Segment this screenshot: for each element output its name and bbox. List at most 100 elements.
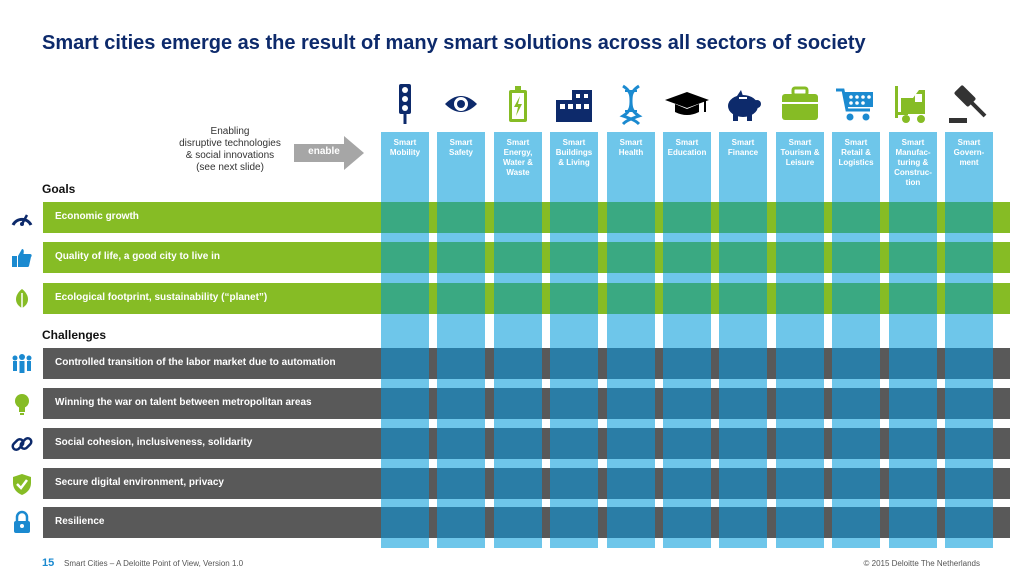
footer-copyright: © 2015 Deloitte The Netherlands — [863, 559, 980, 568]
challenge-sector-cell — [719, 348, 767, 379]
dna-icon — [619, 84, 643, 126]
challenge-sector-cell — [719, 507, 767, 538]
shopping-cart-icon — [836, 88, 873, 121]
challenge-sector-cell — [832, 388, 880, 419]
sector-label: Smart Finance — [727, 138, 759, 157]
goal-label: Economic growth — [55, 211, 139, 222]
goal-sector-cell — [381, 202, 429, 233]
challenge-sector-cell — [945, 468, 993, 499]
suitcase-icon — [782, 86, 818, 120]
challenge-sector-cell — [663, 388, 711, 419]
goals-heading: Goals — [42, 182, 76, 196]
challenge-sector-cell — [889, 428, 937, 459]
challenge-sector-cell — [663, 348, 711, 379]
traffic-light-icon — [399, 84, 411, 124]
challenge-sector-cell — [719, 468, 767, 499]
challenge-sector-cell — [945, 388, 993, 419]
sector-label: Smart Buildings & Living — [555, 138, 593, 167]
goal-sector-cell — [550, 202, 598, 233]
lightbulb-icon — [15, 394, 29, 415]
challenge-sector-cell — [437, 428, 485, 459]
people-icon — [12, 354, 32, 373]
piggy-bank-icon — [728, 90, 761, 121]
challenge-sector-cell — [776, 388, 824, 419]
goal-sector-cell — [607, 283, 655, 314]
challenge-sector-cell — [494, 428, 542, 459]
challenge-sector-cell — [437, 507, 485, 538]
challenge-sector-cell — [889, 468, 937, 499]
challenge-sector-cell — [607, 388, 655, 419]
challenge-sector-cell — [550, 428, 598, 459]
goal-sector-cell — [381, 242, 429, 273]
goal-sector-cell — [832, 283, 880, 314]
thumbs-up-icon — [12, 249, 32, 267]
sector-label: Smart Mobility — [389, 138, 421, 157]
challenge-sector-cell — [494, 507, 542, 538]
enable-arrow-label: enable — [308, 146, 340, 157]
battery-icon — [509, 86, 527, 122]
goal-sector-cell — [776, 242, 824, 273]
goal-sector-cell — [494, 283, 542, 314]
challenge-sector-cell — [437, 348, 485, 379]
goal-sector-cell — [663, 283, 711, 314]
enabling-text: Enabling disruptive technologies & socia… — [160, 126, 300, 174]
building-icon — [556, 90, 592, 122]
goal-label: Ecological footprint, sustainability (“p… — [55, 292, 268, 303]
goal-sector-cell — [663, 242, 711, 273]
goal-sector-cell — [945, 283, 993, 314]
goal-sector-cell — [832, 202, 880, 233]
challenge-sector-cell — [889, 348, 937, 379]
challenge-sector-cell — [663, 428, 711, 459]
challenge-sector-cell — [889, 388, 937, 419]
challenge-sector-cell — [607, 348, 655, 379]
challenge-sector-cell — [381, 428, 429, 459]
challenge-sector-cell — [776, 507, 824, 538]
sector-label: Smart Manufac-turing & Construc-tion — [894, 138, 932, 187]
goal-sector-cell — [889, 242, 937, 273]
challenge-sector-cell — [494, 348, 542, 379]
challenge-label: Resilience — [55, 516, 105, 527]
sector-label: Smart Education — [667, 138, 707, 157]
goal-sector-cell — [719, 202, 767, 233]
leaf-icon — [16, 289, 28, 310]
challenge-sector-cell — [832, 428, 880, 459]
challenge-label: Controlled transition of the labor marke… — [55, 357, 336, 368]
forklift-icon — [895, 86, 925, 123]
goal-sector-cell — [494, 242, 542, 273]
page-number: 15 — [42, 557, 55, 569]
goal-sector-cell — [832, 242, 880, 273]
goal-sector-cell — [719, 242, 767, 273]
footer-text: Smart Cities – A Deloitte Point of View,… — [64, 559, 244, 568]
challenge-sector-cell — [776, 348, 824, 379]
challenge-sector-cell — [663, 507, 711, 538]
challenge-sector-cell — [945, 507, 993, 538]
chain-link-icon — [11, 436, 33, 452]
goal-sector-cell — [494, 202, 542, 233]
goal-sector-cell — [945, 242, 993, 273]
challenge-sector-cell — [776, 428, 824, 459]
challenge-sector-cell — [550, 507, 598, 538]
challenge-sector-cell — [607, 507, 655, 538]
challenge-sector-cell — [550, 348, 598, 379]
goal-sector-cell — [663, 202, 711, 233]
goal-sector-cell — [381, 283, 429, 314]
challenge-sector-cell — [437, 388, 485, 419]
challenge-sector-cell — [381, 348, 429, 379]
goal-sector-cell — [550, 242, 598, 273]
goal-sector-cell — [776, 283, 824, 314]
sector-label: Smart Govern-ment — [953, 138, 985, 167]
enabling-line: (see next slide) — [196, 162, 264, 173]
challenge-sector-cell — [719, 388, 767, 419]
enable-arrow-icon — [294, 136, 364, 170]
goal-sector-cell — [889, 202, 937, 233]
challenge-sector-cell — [437, 468, 485, 499]
challenge-sector-cell — [607, 468, 655, 499]
goal-sector-cell — [776, 202, 824, 233]
padlock-icon — [14, 510, 30, 533]
challenge-sector-cell — [945, 348, 993, 379]
challenge-sector-cell — [550, 388, 598, 419]
challenge-sector-cell — [945, 428, 993, 459]
challenge-sector-cell — [832, 348, 880, 379]
challenge-sector-cell — [607, 428, 655, 459]
speedometer-icon — [11, 214, 33, 226]
